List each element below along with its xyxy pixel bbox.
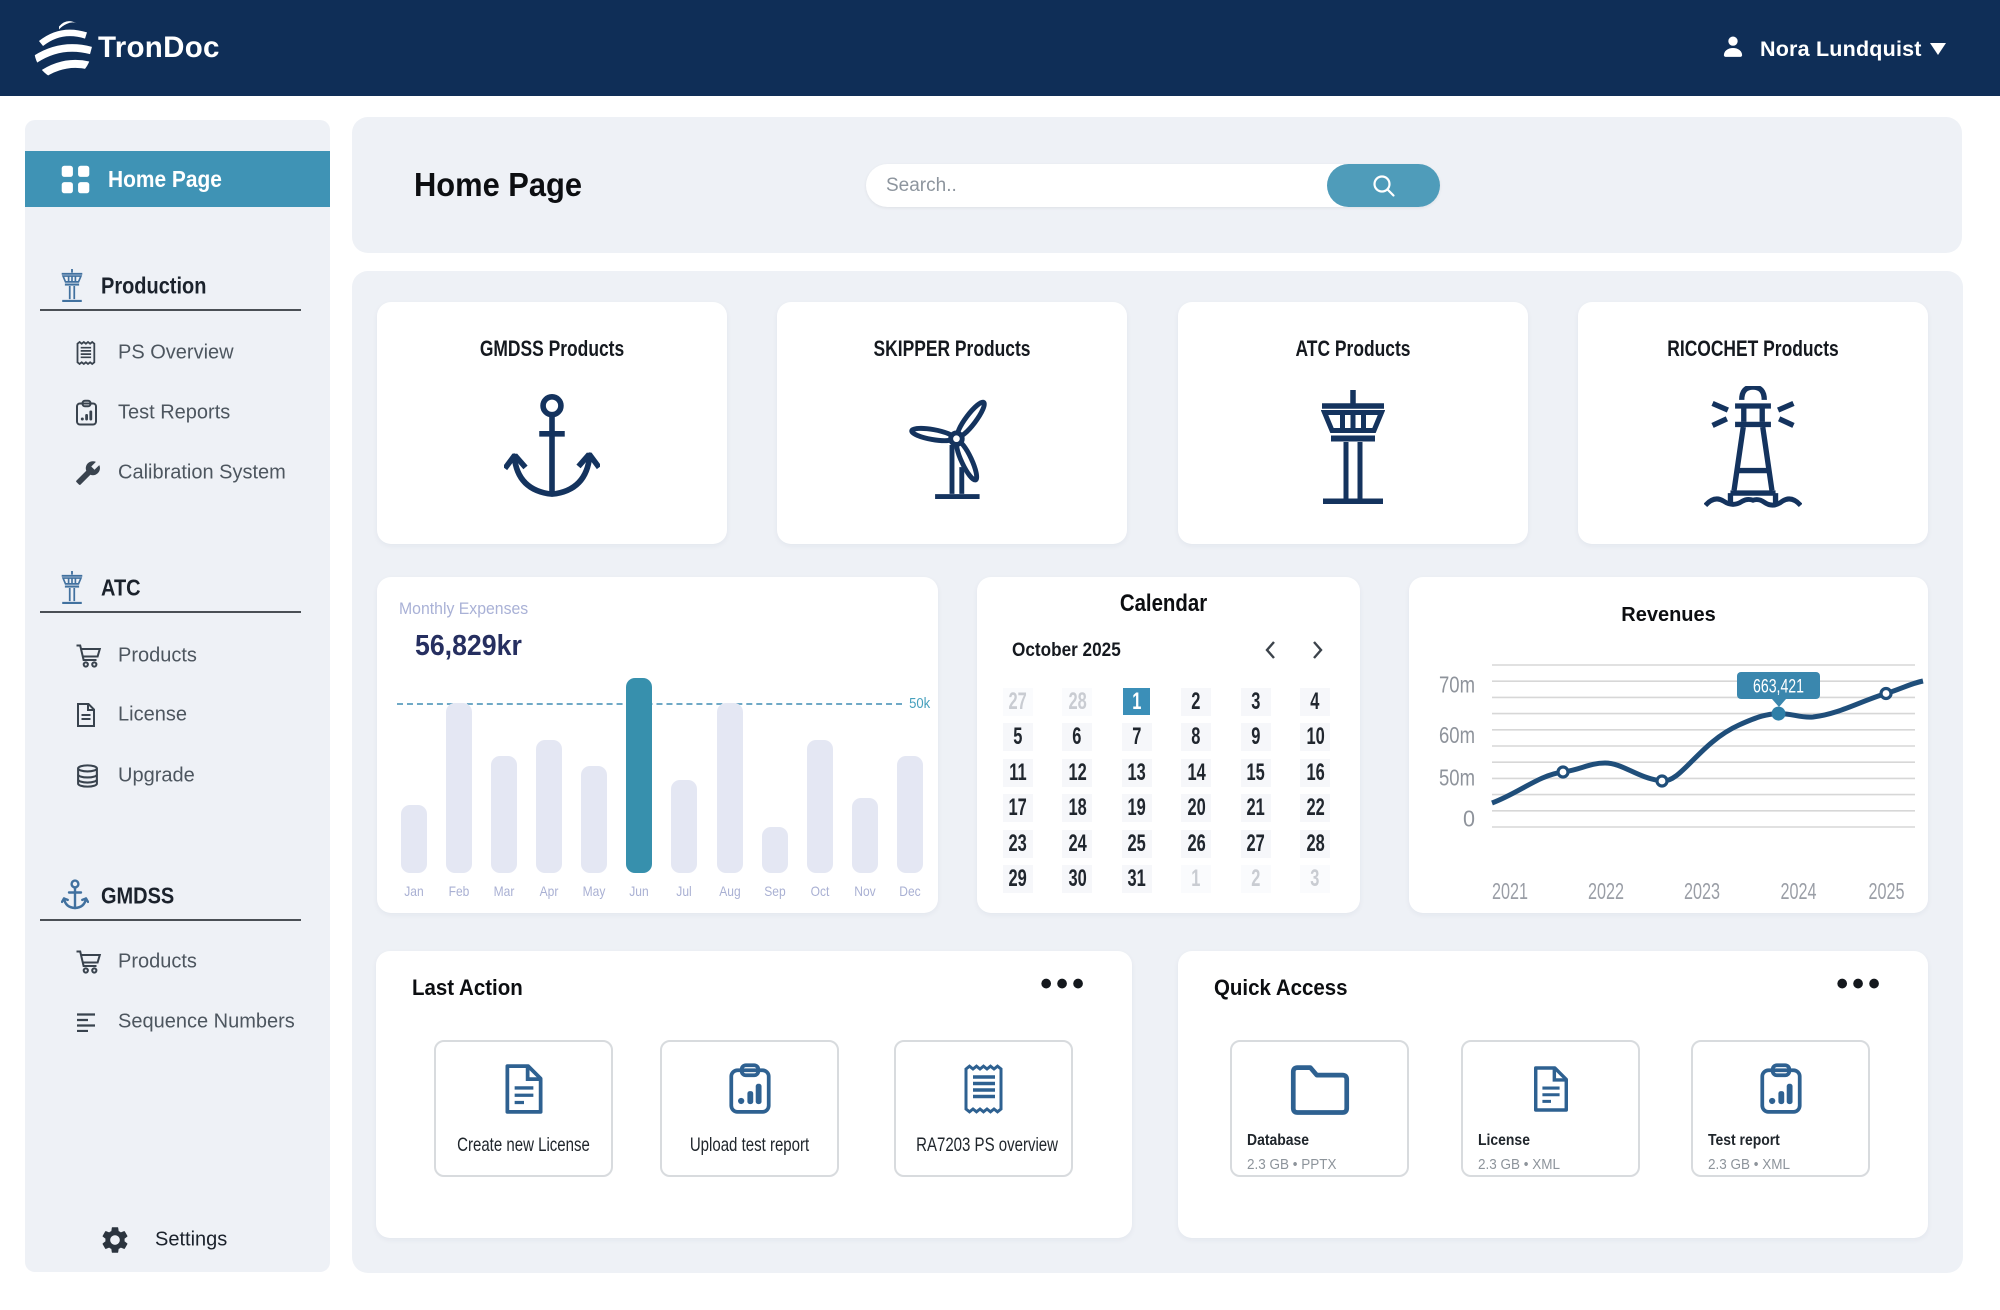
svg-text:70m: 70m xyxy=(1439,672,1475,698)
svg-text:2024: 2024 xyxy=(1781,878,1817,904)
svg-text:50m: 50m xyxy=(1439,765,1475,791)
svg-text:2021: 2021 xyxy=(1492,878,1528,904)
svg-text:663,421: 663,421 xyxy=(1753,677,1804,698)
svg-text:2025: 2025 xyxy=(1869,878,1905,904)
svg-text:0: 0 xyxy=(1463,806,1475,832)
svg-text:2022: 2022 xyxy=(1588,878,1624,904)
svg-text:60m: 60m xyxy=(1439,722,1475,748)
svg-text:2023: 2023 xyxy=(1684,878,1720,904)
